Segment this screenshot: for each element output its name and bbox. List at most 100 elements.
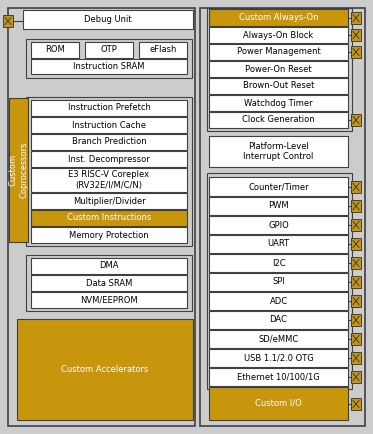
Bar [26,39,192,78]
Text: PWM: PWM [268,201,289,210]
Text: Always-On Block: Always-On Block [243,30,314,39]
Bar [351,257,361,269]
Text: Platform-Level
Interrupt Control: Platform-Level Interrupt Control [243,142,314,161]
Bar [31,168,187,192]
Bar [209,311,348,329]
Bar [9,98,28,242]
Text: USB 1.1/2.0 OTG: USB 1.1/2.0 OTG [244,354,313,362]
Bar [209,330,348,348]
Text: E3 RISC-V Coreplex
(RV32E/I/M/C/N): E3 RISC-V Coreplex (RV32E/I/M/C/N) [68,170,150,190]
Text: I2C: I2C [272,259,285,267]
Bar [209,61,348,77]
Text: DAC: DAC [270,316,288,325]
Bar [23,10,193,29]
Text: Custom Instructions: Custom Instructions [67,214,151,223]
Bar [209,78,348,94]
Text: SD/eMMC: SD/eMMC [258,335,299,343]
Bar [8,8,195,426]
Text: NVM/EEPROM: NVM/EEPROM [80,296,138,305]
Bar [209,254,348,272]
Bar [209,216,348,234]
Bar [31,193,187,209]
Text: Power-On Reset: Power-On Reset [245,65,312,73]
Text: Custom Always-On: Custom Always-On [239,13,318,22]
Bar [209,136,348,167]
Bar [351,371,361,383]
Bar [351,29,361,41]
Text: eFlash: eFlash [149,46,177,55]
Bar [26,97,192,246]
Bar [209,44,348,60]
Bar [351,200,361,212]
Bar [209,197,348,215]
Text: Instruction Prefetch: Instruction Prefetch [68,103,150,112]
Bar [209,112,348,128]
Bar [351,398,361,410]
Bar [351,219,361,231]
Text: SPI: SPI [272,277,285,286]
Text: OTP: OTP [101,46,117,55]
Text: Counter/Timer: Counter/Timer [248,182,309,191]
Bar [351,352,361,364]
Text: Inst. Decompressor: Inst. Decompressor [68,155,150,164]
Bar [31,100,187,116]
Bar [31,210,187,226]
Bar [31,134,187,150]
Text: Branch Prediction: Branch Prediction [72,138,146,147]
Text: Clock Generation: Clock Generation [242,115,315,125]
Bar [351,333,361,345]
Text: Watchdog Timer: Watchdog Timer [244,99,313,108]
Bar [207,173,352,389]
Text: Custom Accelerators: Custom Accelerators [61,365,149,374]
Bar [351,181,361,193]
Bar [17,319,193,420]
Bar [31,258,187,274]
Bar [209,235,348,253]
Bar [31,42,79,58]
Bar [351,46,361,58]
Text: Memory Protection: Memory Protection [69,230,149,240]
Bar [31,292,187,308]
Bar [209,387,348,420]
Bar [209,27,348,43]
Bar [209,9,348,26]
Bar [351,314,361,326]
Bar [351,12,361,24]
Text: UART: UART [267,240,289,249]
Bar [31,151,187,167]
Bar [207,8,352,131]
Text: ADC: ADC [269,296,288,306]
Bar [31,59,187,74]
Bar [85,42,133,58]
Bar [3,15,13,27]
Text: GPIO: GPIO [268,220,289,230]
Text: Multiplier/Divider: Multiplier/Divider [73,197,145,206]
Text: Custom I/O: Custom I/O [255,399,302,408]
Bar [31,275,187,291]
Bar [209,368,348,386]
Text: Instruction Cache: Instruction Cache [72,121,146,129]
Bar [351,276,361,288]
Bar [31,227,187,243]
Text: Instruction SRAM: Instruction SRAM [73,62,145,71]
Bar [26,255,192,311]
Bar [209,292,348,310]
Text: Power Management: Power Management [236,47,320,56]
Bar [200,8,365,426]
Bar [351,295,361,307]
Text: Debug Unit: Debug Unit [84,15,132,24]
Bar [209,273,348,291]
Bar [209,349,348,367]
Text: Brown-Out Reset: Brown-Out Reset [243,82,314,91]
Bar [31,117,187,133]
Bar [209,177,348,196]
Bar [139,42,187,58]
Text: Data SRAM: Data SRAM [86,279,132,287]
Bar [351,238,361,250]
Text: ROM: ROM [45,46,65,55]
Text: Ethernet 10/100/1G: Ethernet 10/100/1G [237,372,320,381]
Bar [351,114,361,126]
Text: Custom
Coprocessors: Custom Coprocessors [9,142,28,198]
Bar [209,95,348,111]
Text: DMA: DMA [99,262,119,270]
